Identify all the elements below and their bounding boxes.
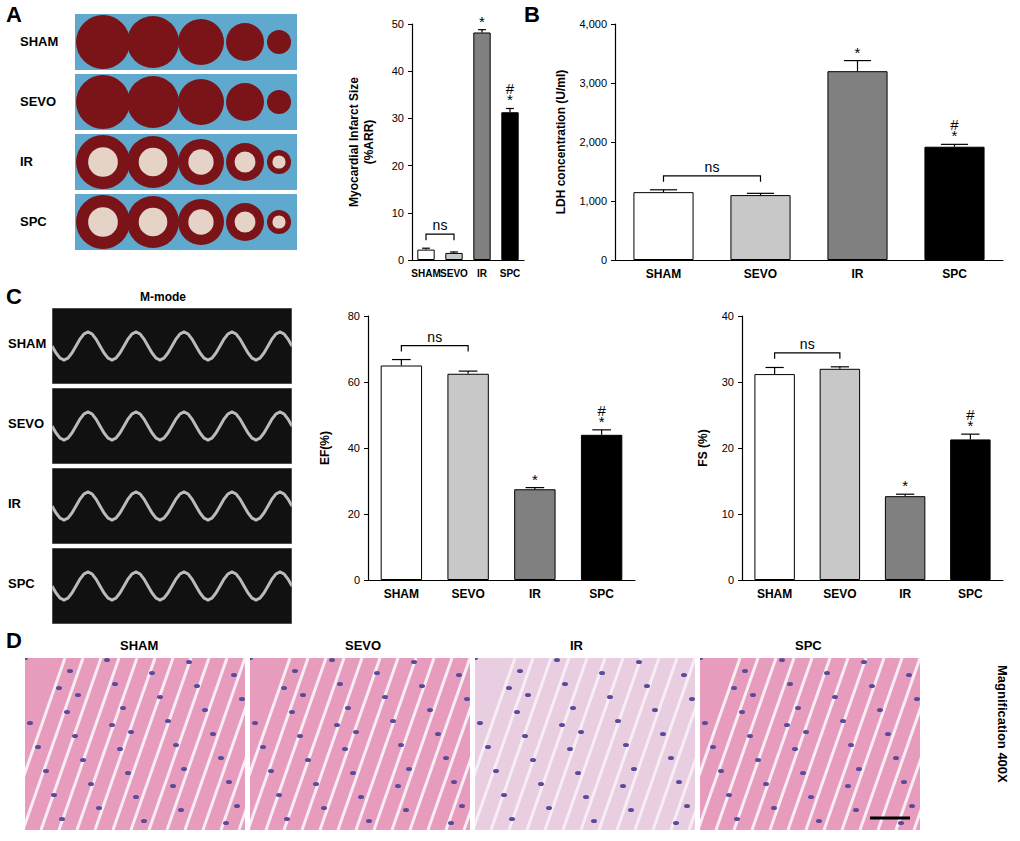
- svg-text:SEVO: SEVO: [823, 587, 856, 601]
- svg-text:FS (%): FS (%): [696, 429, 710, 466]
- svg-text:40: 40: [348, 442, 360, 454]
- html-text:SPC: SPC: [8, 576, 35, 591]
- html-text:SHAM: SHAM: [20, 34, 59, 49]
- svg-text:IR: IR: [529, 587, 541, 601]
- svg-text:0: 0: [601, 254, 607, 266]
- svg-text:SHAM: SHAM: [646, 267, 681, 281]
- svg-text:SPC: SPC: [942, 267, 967, 281]
- html-text:M-mode: M-mode: [140, 290, 186, 304]
- svg-text:*: *: [952, 127, 958, 144]
- html-text:IR: IR: [570, 638, 583, 653]
- svg-text:ns: ns: [705, 159, 720, 175]
- svg-text:*: *: [855, 44, 861, 61]
- svg-text:2,000: 2,000: [579, 136, 607, 148]
- svg-text:IR: IR: [852, 267, 864, 281]
- svg-text:SEVO: SEVO: [440, 268, 468, 279]
- svg-text:0: 0: [398, 254, 404, 266]
- svg-text:SEVO: SEVO: [451, 587, 484, 601]
- svg-text:*: *: [902, 477, 908, 494]
- html-text:Magnification 400X: Magnification 400X: [995, 665, 1010, 783]
- svg-text:30: 30: [722, 376, 734, 388]
- svg-text:10: 10: [722, 508, 734, 520]
- svg-text:(%ARR): (%ARR): [362, 120, 376, 165]
- html-text:B: B: [524, 2, 540, 27]
- svg-text:SEVO: SEVO: [744, 267, 777, 281]
- svg-text:60: 60: [348, 376, 360, 388]
- svg-text:20: 20: [392, 160, 404, 172]
- svg-text:ns: ns: [800, 336, 815, 352]
- svg-text:*: *: [532, 471, 538, 488]
- svg-text:SPC: SPC: [500, 268, 521, 279]
- svg-text:1,000: 1,000: [579, 195, 607, 207]
- svg-text:Myocardial Infarct Size: Myocardial Infarct Size: [347, 77, 361, 207]
- svg-text:IR: IR: [899, 587, 911, 601]
- html-text:D: D: [6, 628, 22, 653]
- html-text:SEVO: SEVO: [20, 94, 57, 109]
- svg-text:SHAM: SHAM: [757, 587, 792, 601]
- svg-text:EF(%): EF(%): [318, 431, 332, 465]
- svg-text:30: 30: [392, 112, 404, 124]
- html-text:IR: IR: [20, 154, 33, 169]
- svg-text:40: 40: [392, 65, 404, 77]
- svg-text:3,000: 3,000: [579, 77, 607, 89]
- svg-text:ns: ns: [427, 329, 442, 345]
- svg-text:IR: IR: [477, 268, 488, 279]
- html-text:SEVO: SEVO: [8, 416, 45, 431]
- svg-text:*: *: [967, 417, 973, 434]
- html-text:SEVO: SEVO: [345, 638, 382, 653]
- svg-text:10: 10: [392, 207, 404, 219]
- svg-text:*: *: [479, 13, 485, 30]
- html-text:SPC: SPC: [795, 638, 822, 653]
- svg-text:4,000: 4,000: [579, 18, 607, 30]
- svg-text:*: *: [599, 413, 605, 430]
- svg-text:SHAM: SHAM: [411, 268, 440, 279]
- html-text:SHAM: SHAM: [8, 336, 47, 351]
- svg-text:20: 20: [348, 508, 360, 520]
- svg-text:ns: ns: [433, 217, 448, 233]
- html-text:SHAM: SHAM: [120, 638, 159, 653]
- svg-text:*: *: [507, 91, 513, 108]
- html-text:C: C: [6, 284, 22, 309]
- svg-text:0: 0: [728, 574, 734, 586]
- html-text:SPC: SPC: [20, 214, 47, 229]
- svg-text:40: 40: [722, 310, 734, 322]
- html-text:A: A: [6, 2, 22, 27]
- svg-text:20: 20: [722, 442, 734, 454]
- svg-text:SPC: SPC: [589, 587, 614, 601]
- svg-text:LDH concentration (U/ml): LDH concentration (U/ml): [554, 70, 568, 215]
- html-text:IR: IR: [8, 496, 21, 511]
- svg-text:0: 0: [354, 574, 360, 586]
- svg-text:SHAM: SHAM: [384, 587, 419, 601]
- svg-text:80: 80: [348, 310, 360, 322]
- svg-text:SPC: SPC: [958, 587, 983, 601]
- svg-text:50: 50: [392, 18, 404, 30]
